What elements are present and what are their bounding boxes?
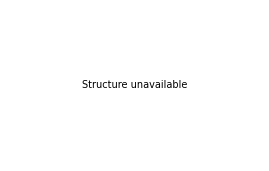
Text: Structure unavailable: Structure unavailable bbox=[82, 81, 187, 90]
